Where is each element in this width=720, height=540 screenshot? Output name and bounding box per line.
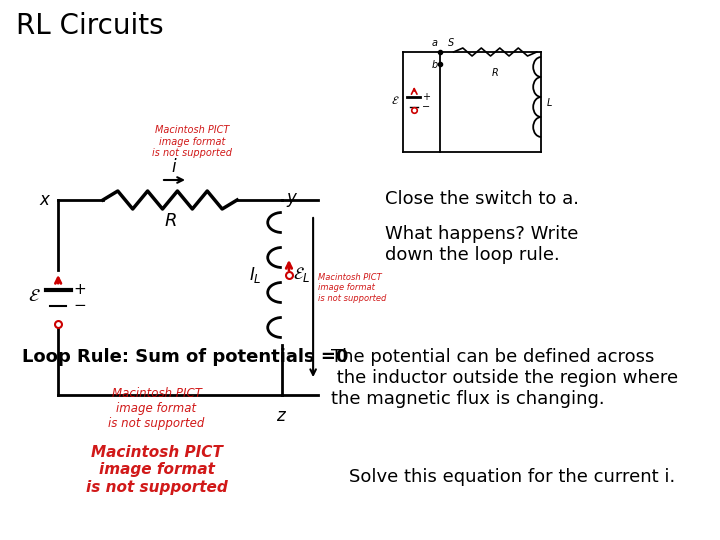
Text: $x$: $x$ [39,191,51,209]
Text: $\mathcal{E}_L$: $\mathcal{E}_L$ [292,266,310,285]
Text: −: − [73,299,86,314]
Text: $I_L$: $I_L$ [249,265,262,285]
Text: Macintosh PICT
image format
is not supported: Macintosh PICT image format is not suppo… [86,445,228,495]
Text: $i$: $i$ [171,158,178,176]
Text: Macintosh PICT
image format
is not supported: Macintosh PICT image format is not suppo… [318,273,386,303]
Text: $z$: $z$ [276,407,287,425]
Text: $S$: $S$ [447,36,455,48]
Text: Macintosh PICT
image format
is not supported: Macintosh PICT image format is not suppo… [153,125,233,158]
Text: −: − [422,102,431,112]
Text: The potential can be defined across
 the inductor outside the region where
the m: The potential can be defined across the … [331,348,678,408]
Text: +: + [73,282,86,298]
Text: $y$: $y$ [287,191,299,209]
Text: $a$: $a$ [431,38,438,48]
Text: $L$: $L$ [546,96,552,108]
Text: RL Circuits: RL Circuits [16,12,163,40]
Text: $R$: $R$ [491,66,499,78]
Text: Close the switch to a.: Close the switch to a. [384,190,579,208]
Text: $\mathcal{E}$: $\mathcal{E}$ [391,94,400,106]
Text: $b$: $b$ [431,58,438,70]
Text: +: + [422,92,431,102]
Text: Solve this equation for the current i.: Solve this equation for the current i. [349,468,675,486]
Text: $\mathcal{E}$: $\mathcal{E}$ [27,287,40,305]
Text: Macintosh PICT
image format
is not supported: Macintosh PICT image format is not suppo… [109,387,204,430]
Text: What happens? Write
down the loop rule.: What happens? Write down the loop rule. [384,225,578,264]
Text: Loop Rule: Sum of potentials =0: Loop Rule: Sum of potentials =0 [22,348,348,366]
Text: $R$: $R$ [163,212,176,230]
